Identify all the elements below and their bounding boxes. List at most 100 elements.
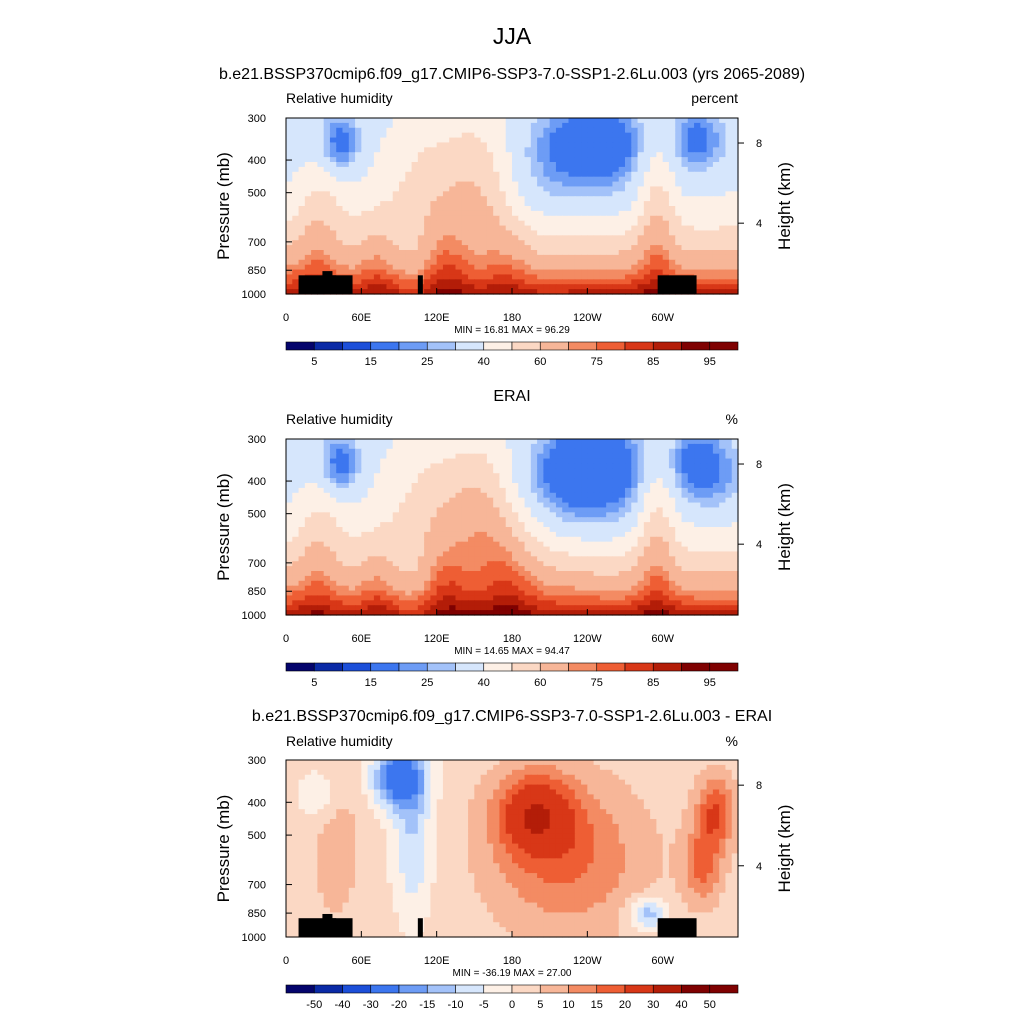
contour-cell [405, 585, 413, 592]
contour-cell [424, 259, 431, 266]
contour-cell [474, 536, 482, 543]
contour-cell [524, 580, 532, 587]
contour-cell [606, 453, 614, 460]
contour-cell [468, 473, 475, 479]
contour-cell [537, 196, 544, 202]
contour-cell [581, 147, 588, 153]
contour-cell [380, 541, 388, 548]
contour-cell [455, 531, 463, 538]
contour-cell [286, 274, 293, 280]
contour-cell [329, 186, 337, 192]
contour-cell [637, 176, 645, 183]
contour-cell [304, 517, 312, 523]
contour-cell [555, 561, 563, 567]
contour-cell [587, 473, 595, 479]
contour-cell [612, 186, 620, 192]
contour-cell [386, 571, 394, 577]
contour-cell [518, 536, 526, 543]
contour-cell [380, 259, 388, 266]
contour-cell [336, 517, 344, 523]
contour-cell [392, 235, 400, 241]
contour-cell [392, 240, 400, 246]
contour-cell [342, 487, 350, 494]
contour-cell [549, 181, 557, 188]
contour-cell [336, 507, 344, 513]
contour-cell [700, 492, 708, 499]
contour-cell [442, 196, 450, 202]
contour-cell [518, 561, 526, 567]
contour-cell [505, 443, 513, 450]
contour-cell [625, 289, 632, 295]
contour-cell [361, 497, 369, 504]
contour-cell [631, 439, 639, 445]
contour-cell [537, 254, 544, 261]
contour-cell [430, 463, 438, 469]
contour-cell [606, 186, 614, 192]
contour-cell [662, 245, 670, 251]
contour-cell [399, 147, 406, 153]
contour-cell [512, 245, 519, 251]
contour-cell [373, 279, 381, 285]
contour-cell [618, 483, 626, 489]
contour-cell [518, 137, 526, 144]
contour-cell [568, 215, 576, 222]
contour-cell [424, 522, 431, 528]
contour-cell [286, 250, 293, 256]
contour-cell [449, 502, 457, 509]
contour-cell [493, 439, 501, 445]
contour-cell [562, 473, 570, 479]
contour-cell [643, 166, 651, 173]
contour-cell [524, 259, 532, 266]
contour-cell [380, 269, 388, 276]
contour-cell [442, 546, 450, 553]
contour-cell [348, 522, 356, 528]
contour-cell [486, 225, 494, 232]
contour-cell [612, 561, 620, 567]
contour-cell [706, 458, 714, 465]
contour-cell [675, 127, 683, 134]
contour-cell [606, 561, 614, 567]
contour-cell [298, 254, 306, 261]
contour-cell [694, 152, 701, 158]
contour-cell [568, 245, 576, 251]
contour-cell [342, 230, 350, 236]
contour-cell [323, 137, 331, 144]
contour-cell [499, 566, 507, 572]
contour-cell [625, 171, 632, 178]
contour-cell [373, 118, 381, 124]
contour-cell [530, 264, 538, 271]
contour-cell [386, 531, 394, 538]
contour-cell [442, 458, 450, 465]
contour-cell [424, 245, 431, 251]
contour-cell [505, 502, 513, 509]
contour-cell [405, 127, 413, 134]
contour-cell [367, 517, 375, 523]
contour-cell [304, 127, 312, 134]
contour-cell [512, 585, 519, 592]
contour-cell [430, 122, 438, 129]
contour-cell [342, 196, 350, 202]
contour-cell [643, 152, 651, 158]
contour-cell [719, 264, 727, 271]
contour-cell [681, 142, 689, 148]
contour-cell [348, 585, 356, 592]
contour-cell [386, 274, 394, 280]
contour-cell [562, 453, 570, 460]
contour-cell [599, 531, 607, 538]
contour-cell [568, 541, 576, 548]
contour-cell [562, 517, 570, 523]
contour-cell [587, 561, 595, 567]
contour-cell [386, 147, 394, 153]
contour-cell [292, 458, 300, 465]
contour-cell [537, 210, 544, 217]
contour-cell [606, 171, 614, 178]
contour-cell [380, 492, 388, 499]
contour-cell [719, 580, 727, 587]
contour-cell [574, 517, 582, 523]
contour-cell [549, 497, 557, 504]
contour-cell [599, 478, 607, 484]
contour-cell [625, 279, 632, 285]
contour-cell [361, 443, 369, 450]
contour-cell [700, 448, 708, 455]
contour-cell [386, 137, 394, 144]
